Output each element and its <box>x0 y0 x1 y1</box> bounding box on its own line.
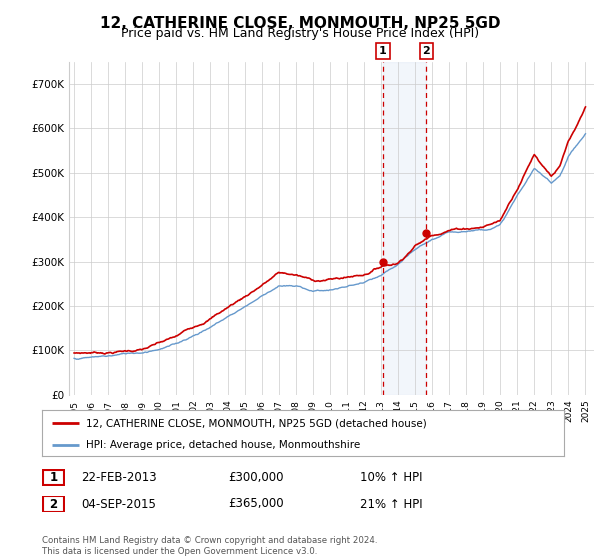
Text: 2: 2 <box>422 46 430 56</box>
Text: 12, CATHERINE CLOSE, MONMOUTH, NP25 5GD (detached house): 12, CATHERINE CLOSE, MONMOUTH, NP25 5GD … <box>86 418 427 428</box>
Text: 21% ↑ HPI: 21% ↑ HPI <box>360 497 422 511</box>
Text: 1: 1 <box>379 46 387 56</box>
Text: £300,000: £300,000 <box>228 470 284 484</box>
Text: HPI: Average price, detached house, Monmouthshire: HPI: Average price, detached house, Monm… <box>86 440 361 450</box>
Text: Price paid vs. HM Land Registry's House Price Index (HPI): Price paid vs. HM Land Registry's House … <box>121 27 479 40</box>
Text: 1: 1 <box>49 470 58 484</box>
Text: Contains HM Land Registry data © Crown copyright and database right 2024.
This d: Contains HM Land Registry data © Crown c… <box>42 536 377 556</box>
Text: £365,000: £365,000 <box>228 497 284 511</box>
Bar <box>383 62 427 395</box>
Text: 12, CATHERINE CLOSE, MONMOUTH, NP25 5GD: 12, CATHERINE CLOSE, MONMOUTH, NP25 5GD <box>100 16 500 31</box>
FancyBboxPatch shape <box>43 496 64 512</box>
Text: 2: 2 <box>49 497 58 511</box>
FancyBboxPatch shape <box>43 469 64 484</box>
Text: 22-FEB-2013: 22-FEB-2013 <box>81 470 157 484</box>
Text: 10% ↑ HPI: 10% ↑ HPI <box>360 470 422 484</box>
Text: 04-SEP-2015: 04-SEP-2015 <box>81 497 156 511</box>
